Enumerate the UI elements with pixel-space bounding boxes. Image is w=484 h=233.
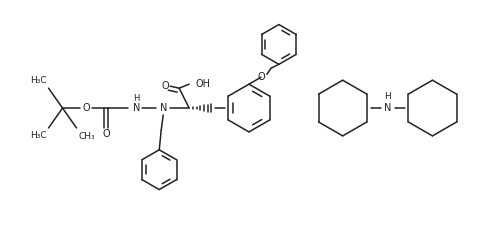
Text: H₃C: H₃C [30, 131, 46, 140]
Text: O: O [103, 129, 110, 139]
Text: H₃C: H₃C [30, 76, 46, 85]
Text: N: N [160, 103, 167, 113]
Text: H: H [133, 94, 139, 103]
Text: CH₃: CH₃ [78, 132, 95, 141]
Text: O: O [161, 81, 169, 91]
Text: H: H [384, 92, 391, 101]
Text: N: N [384, 103, 391, 113]
Text: N: N [133, 103, 140, 113]
Text: OH: OH [195, 79, 210, 89]
Text: O: O [83, 103, 90, 113]
Text: O: O [257, 72, 265, 82]
